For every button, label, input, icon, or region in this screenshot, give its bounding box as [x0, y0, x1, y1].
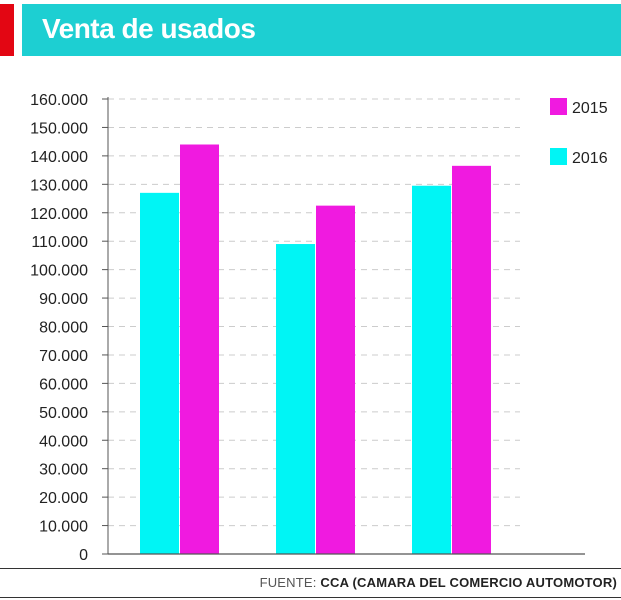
footer-bottom-line	[0, 597, 621, 598]
y-tick-label: 130.000	[30, 177, 88, 194]
legend-label-2016: 2016	[572, 150, 608, 167]
footer-divider	[0, 568, 621, 569]
y-tick-label: 0	[79, 547, 88, 564]
y-tick-label: 40.000	[39, 433, 88, 450]
legend: 2015 2016	[550, 98, 608, 167]
header: Venta de usados	[0, 0, 621, 56]
bar-2015-2	[316, 205, 355, 554]
y-tick-label: 140.000	[30, 149, 88, 166]
y-tick-label: 100.000	[30, 263, 88, 280]
bar-2016-2	[276, 244, 315, 554]
bar-2016-3	[412, 185, 451, 554]
footer-source: CCA (CAMARA DEL COMERCIO AUTOMOTOR)	[320, 575, 617, 590]
y-tick-label: 150.000	[30, 120, 88, 137]
y-tick-label: 50.000	[39, 405, 88, 422]
y-tick-label: 10.000	[39, 519, 88, 536]
bar-chart: 0 10.000 20.000 30.000 40.000 50.000 60.000 70.…	[30, 92, 608, 564]
y-tick-label: 30.000	[39, 462, 88, 479]
y-tick-label: 160.000	[30, 92, 88, 109]
source-footer: FUENTE: CCA (CAMARA DEL COMERCIO AUTOMOT…	[260, 575, 617, 590]
bars	[140, 144, 491, 554]
axes	[107, 97, 585, 555]
y-tick-label: 60.000	[39, 376, 88, 393]
y-tick-label: 120.000	[30, 206, 88, 223]
y-tick-label: 20.000	[39, 490, 88, 507]
legend-label-2015: 2015	[572, 100, 608, 117]
bar-2016-1	[140, 192, 179, 554]
bar-2015-1	[180, 144, 219, 554]
bar-2015-3	[452, 165, 491, 554]
footer-prefix: FUENTE:	[259, 575, 321, 590]
y-axis-ticks: 0 10.000 20.000 30.000 40.000 50.000 60.000 70.…	[30, 92, 108, 564]
title-box: Venta de usados	[22, 4, 621, 56]
legend-swatch-2015	[550, 98, 567, 115]
red-accent-bar	[0, 4, 14, 56]
legend-swatch-2016	[550, 148, 567, 165]
y-tick-label: 70.000	[39, 348, 88, 365]
y-tick-label: 80.000	[39, 320, 88, 337]
y-tick-label: 90.000	[39, 291, 88, 308]
y-tick-label: 110.000	[31, 234, 88, 251]
chart-title: Venta de usados	[42, 13, 256, 44]
